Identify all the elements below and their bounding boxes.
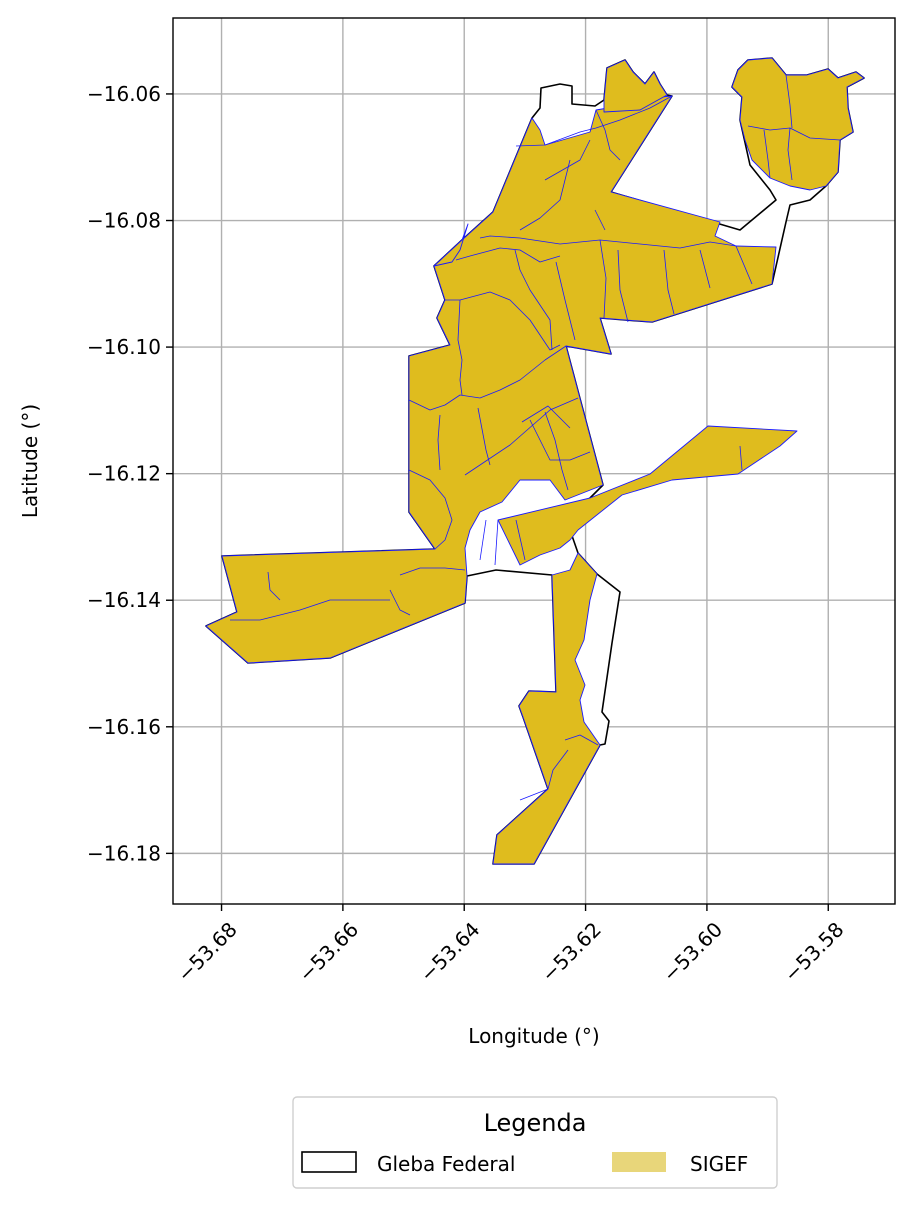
x-axis-label: Longitude (°) (468, 1024, 599, 1048)
legend-label-gleba-federal: Gleba Federal (377, 1152, 515, 1176)
sigef-parcel-west-small (433, 223, 469, 267)
legend-swatch-gleba-federal (301, 1151, 357, 1173)
sigef-internal-boundaries (230, 74, 841, 801)
y-tick-label: −16.12 (87, 462, 161, 486)
legend-label-sigef: SIGEF (690, 1152, 748, 1176)
axes-frame (172, 17, 896, 905)
x-tick-label: −53.58 (779, 917, 848, 986)
sigef-parcel-south-strip (492, 552, 601, 865)
legend-title: Legenda (484, 1109, 587, 1137)
y-tick-label: −16.10 (87, 335, 161, 359)
sigef-layer (205, 57, 865, 865)
y-tick-label: −16.16 (87, 715, 161, 739)
y-tick-label: −16.08 (87, 209, 161, 233)
y-tick-label: −16.18 (87, 841, 161, 865)
y-tick-label: −16.06 (87, 82, 161, 106)
sigef-parcel-east-arm (497, 425, 798, 566)
x-tick-label: −53.60 (658, 917, 727, 986)
sigef-parcel-north-finger (603, 59, 668, 113)
legend-swatch-sigef (612, 1152, 666, 1172)
y-axis-label: Latitude (°) (18, 404, 42, 518)
x-tick-label: −53.64 (415, 917, 484, 986)
x-tick-label: −53.66 (294, 917, 363, 986)
y-tick-label: −16.14 (87, 588, 161, 612)
sigef-parcel-northeast-lobe (731, 57, 865, 191)
legend: Legenda Gleba Federal SIGEF (292, 1096, 778, 1189)
x-tick-label: −53.62 (537, 917, 606, 986)
x-tick-label: −53.68 (173, 917, 242, 986)
